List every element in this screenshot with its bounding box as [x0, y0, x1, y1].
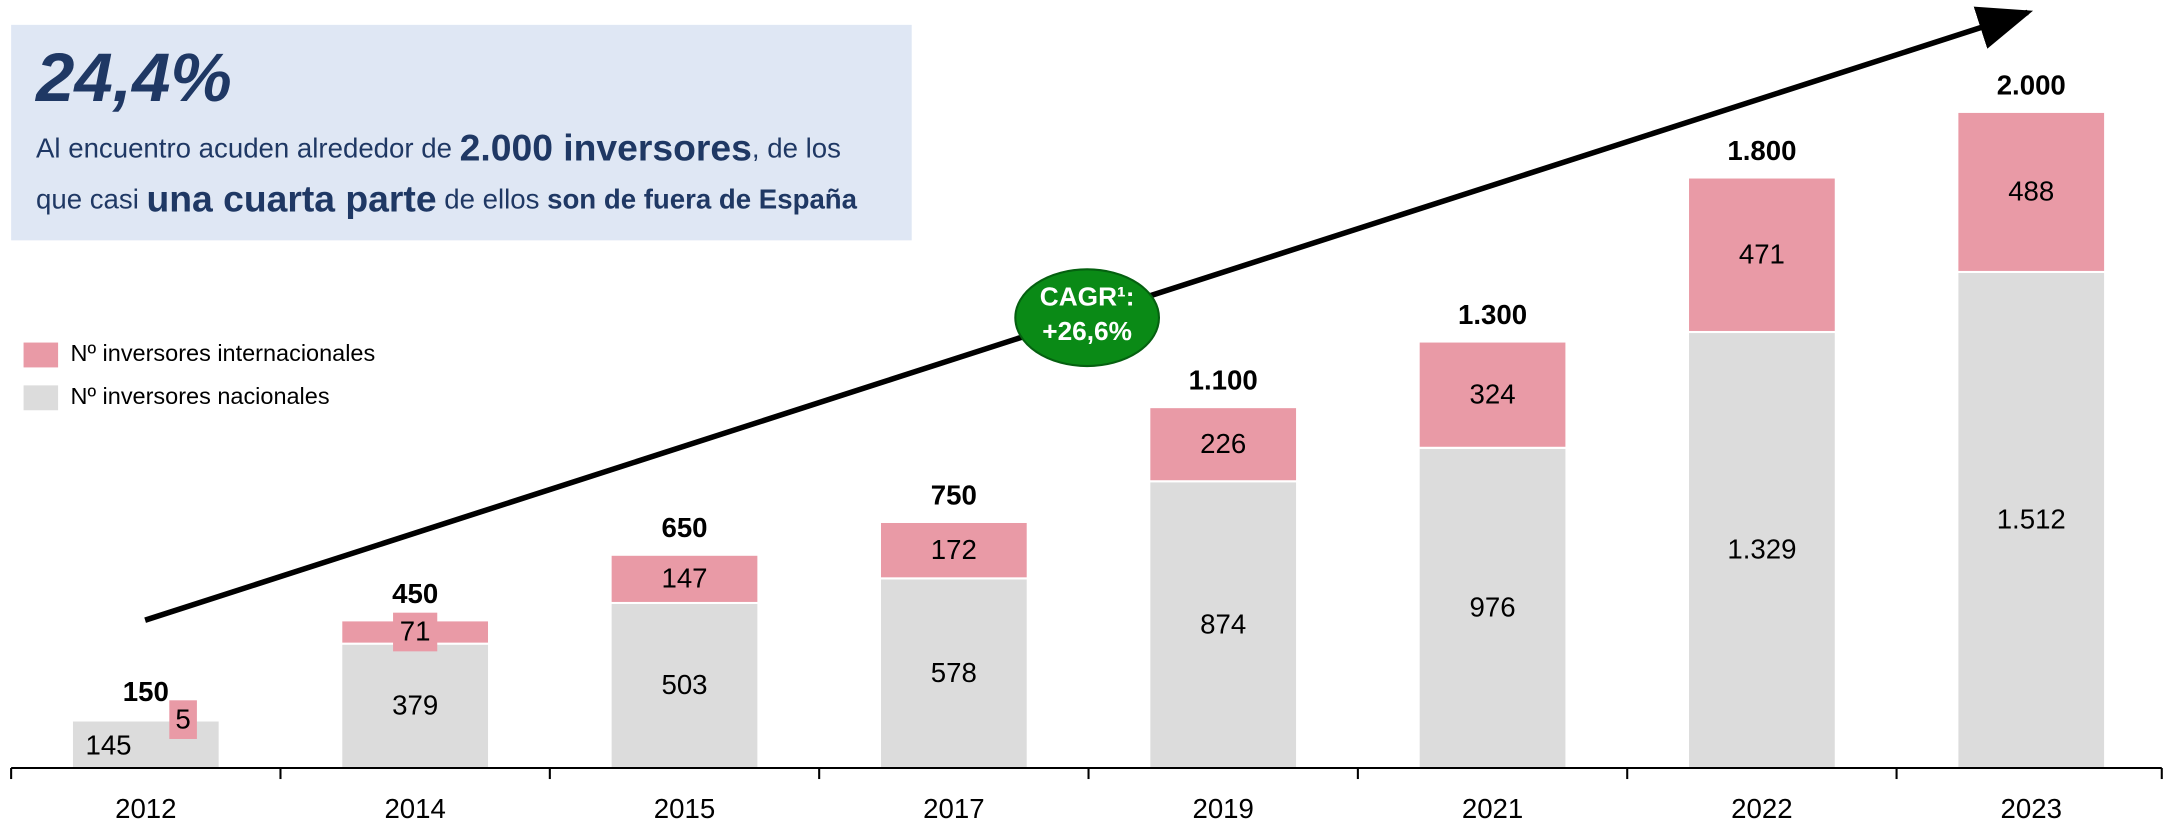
bar-segment: [609, 601, 760, 770]
value-label: 324: [1470, 378, 1516, 409]
bar-segment: [609, 553, 760, 605]
header-line: Al encuentro acuden alrededor de 2.000 i…: [36, 126, 841, 168]
total-label: 750: [931, 479, 977, 510]
label-bg: [169, 700, 197, 739]
total-label: 650: [661, 512, 707, 543]
bar-segment: [1956, 110, 2107, 274]
total-label: 1.300: [1458, 299, 1527, 330]
value-label: 1.329: [1727, 534, 1796, 565]
bar-segment: [1686, 176, 1837, 334]
x-tick-label: 2017: [923, 793, 984, 824]
value-label: 226: [1200, 428, 1246, 459]
value-label: 471: [1739, 238, 1785, 269]
bar-segment: [70, 717, 221, 722]
cagr-value: +26,6%: [1042, 316, 1132, 346]
legend-label: Nº inversores internacionales: [71, 340, 376, 366]
cagr-badge: [1014, 268, 1161, 368]
value-label: 71: [400, 616, 431, 647]
legend-swatch: [23, 385, 59, 411]
value-label: 503: [661, 669, 707, 700]
x-tick-label: 2021: [1462, 793, 1523, 824]
bar-segment: [1686, 330, 1837, 770]
total-label: 150: [123, 676, 169, 707]
legend: Nº inversores internacionales Nº inversor…: [23, 340, 376, 411]
value-label: 145: [85, 730, 131, 761]
x-tick-label: 2015: [654, 793, 715, 824]
text: , de los: [752, 133, 841, 164]
legend-swatch: [23, 342, 59, 368]
header-box: [11, 24, 912, 241]
text: Al encuentro acuden alrededor de: [36, 133, 460, 164]
value-label: 1.512: [1997, 504, 2066, 535]
header-line: que casi una cuarta parte de ellos son d…: [36, 178, 858, 220]
bar-segment: [878, 577, 1029, 770]
text: que casi: [36, 184, 147, 215]
total-label: 1.800: [1727, 135, 1796, 166]
header-title: 24,4%: [34, 38, 232, 116]
value-label: 147: [661, 563, 707, 594]
text-strong: 2.000 inversores: [460, 126, 752, 168]
x-tick-label: 2012: [115, 793, 176, 824]
text-strong: una cuarta parte: [147, 178, 437, 220]
bar-segment: [1148, 480, 1299, 770]
x-tick-label: 2019: [1192, 793, 1253, 824]
value-label: 5: [175, 703, 190, 734]
text-strong: son de fuera de España: [547, 184, 858, 215]
x-tick-label: 2022: [1731, 793, 1792, 824]
legend-label: Nº inversores nacionales: [71, 383, 330, 409]
bar-segment: [1417, 340, 1568, 449]
bar-segment: [1148, 406, 1299, 483]
x-tick-label: 2014: [384, 793, 445, 824]
value-label: 488: [2008, 176, 2054, 207]
value-label: 172: [931, 534, 977, 565]
total-label: 2.000: [1997, 69, 2066, 100]
bar-segment: [1417, 446, 1568, 770]
value-label: 379: [392, 689, 438, 720]
label-bg: [393, 612, 438, 652]
cagr-label: CAGR¹:: [1040, 281, 1135, 311]
total-label: 1.100: [1189, 365, 1258, 396]
x-tick-label: 2023: [2001, 793, 2062, 824]
bar-segment: [1956, 270, 2107, 770]
value-label: 578: [931, 657, 977, 688]
total-label: 450: [392, 578, 438, 609]
value-label: 976: [1470, 592, 1516, 623]
bar-segment: [878, 520, 1029, 580]
text: de ellos: [437, 184, 548, 215]
value-label: 874: [1200, 608, 1246, 639]
